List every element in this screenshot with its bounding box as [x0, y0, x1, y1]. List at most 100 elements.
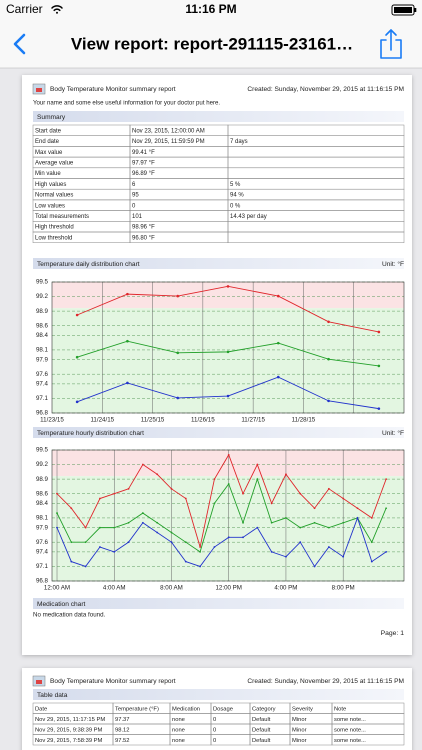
y-tick-label: 97.4 — [36, 381, 49, 388]
battery-icon — [391, 4, 417, 16]
table-text: Minor — [292, 738, 307, 744]
nav-background — [0, 0, 422, 68]
table-header: Date — [35, 706, 47, 712]
report-created: Created: Sunday, November 29, 2015 at 11… — [247, 86, 404, 93]
y-tick-label: 98.6 — [36, 490, 49, 497]
table-text: Average value — [35, 161, 74, 167]
data-point — [256, 526, 259, 529]
plot-frame — [51, 281, 405, 414]
share-button[interactable] — [380, 29, 402, 59]
x-tick-label: 11/26/15 — [191, 417, 215, 424]
table-header: Note — [334, 706, 346, 712]
data-point — [176, 396, 180, 400]
plot-frame — [51, 449, 405, 582]
data-point — [256, 478, 259, 481]
data-point — [327, 526, 330, 529]
y-tick-label: 99.5 — [36, 447, 49, 454]
data-point — [327, 399, 330, 403]
data-point — [156, 473, 159, 476]
data-point — [226, 394, 230, 398]
table-text: Default — [252, 727, 271, 733]
data-point — [126, 381, 129, 385]
data-point — [70, 541, 73, 544]
table-text: Minor — [292, 717, 307, 723]
data-point — [313, 521, 316, 524]
data-point — [199, 546, 201, 548]
data-point — [99, 526, 101, 529]
data-point — [342, 555, 345, 558]
data-point — [176, 294, 180, 298]
table-text: 96.89 °F — [132, 171, 155, 177]
table-text: none — [172, 727, 185, 733]
table-text: Start date — [35, 128, 62, 134]
y-tick-label: 99.2 — [36, 461, 49, 468]
y-tick-label: 97.1 — [36, 395, 49, 402]
data-point — [270, 521, 273, 524]
data-point — [75, 313, 79, 317]
x-tick-label: 4:00 PM — [274, 585, 297, 592]
section-band — [33, 598, 404, 609]
back-button[interactable] — [13, 33, 26, 55]
data-point — [276, 341, 280, 345]
y-tick-label: 96.8 — [36, 410, 49, 417]
data-point — [75, 400, 79, 404]
section-heading: Table data — [37, 692, 68, 699]
y-tick-label: 96.8 — [36, 578, 49, 585]
table-text: Minor — [292, 727, 307, 733]
data-point — [327, 487, 330, 490]
table-text: Low threshold — [35, 235, 72, 241]
y-tick-label: 99.5 — [36, 279, 49, 286]
y-tick-label: 97.1 — [36, 563, 49, 570]
table-text: Default — [252, 738, 271, 744]
section-heading: Medication chart — [37, 601, 86, 608]
table-cell — [331, 734, 405, 746]
table-header: Severity — [292, 706, 313, 712]
data-point — [56, 526, 58, 529]
table-text: 99.41 °F — [132, 150, 155, 156]
table-text: some note... — [334, 727, 366, 733]
table-text: some note... — [334, 738, 366, 744]
section-heading: Temperature daily distribution chart — [37, 261, 140, 268]
data-point — [99, 546, 101, 548]
data-point — [75, 355, 79, 359]
data-point — [242, 492, 244, 495]
table-header: Category — [252, 706, 276, 712]
y-tick-label: 98.9 — [36, 308, 49, 315]
table-text: Nov 29, 2015, 9:38:39 PM — [35, 727, 103, 733]
table-text: 5 % — [230, 182, 241, 188]
data-point — [327, 357, 330, 361]
data-point — [356, 517, 359, 519]
app-icon — [32, 83, 46, 95]
table-text: 94 % — [230, 193, 244, 199]
series-line — [56, 477, 387, 553]
table-text: 98.12 — [115, 727, 130, 733]
data-point — [156, 531, 159, 534]
y-tick-label: 98.4 — [36, 332, 49, 339]
table-text: 6 — [132, 182, 136, 188]
table-header: Temperature (°F) — [115, 706, 159, 712]
table-text: Nov 29, 2015, 11:17:15 PM — [35, 717, 105, 723]
data-point — [99, 497, 101, 500]
table-text: Nov 29, 2015, 7:58:39 PM — [35, 738, 103, 744]
data-point — [385, 550, 388, 553]
table-text: End date — [35, 139, 60, 145]
data-point — [156, 521, 159, 524]
data-point — [141, 521, 144, 524]
x-tick-label: 4:00 AM — [103, 585, 126, 592]
data-point — [242, 536, 244, 539]
y-tick-label: 98.6 — [36, 322, 49, 329]
data-point — [84, 541, 87, 544]
data-point — [370, 517, 373, 519]
data-point — [385, 478, 388, 481]
table-text: 96.80 °F — [132, 235, 155, 241]
table-text: 98.96 °F — [132, 225, 155, 231]
table-text: Nov 29, 2015, 11:59:59 PM — [132, 139, 205, 145]
section-band — [33, 258, 404, 269]
table-text: Default — [252, 717, 271, 723]
data-point — [377, 330, 381, 334]
table-text: some note... — [334, 717, 366, 723]
table-text: none — [172, 738, 185, 744]
data-point — [385, 507, 388, 510]
data-point — [170, 531, 173, 534]
